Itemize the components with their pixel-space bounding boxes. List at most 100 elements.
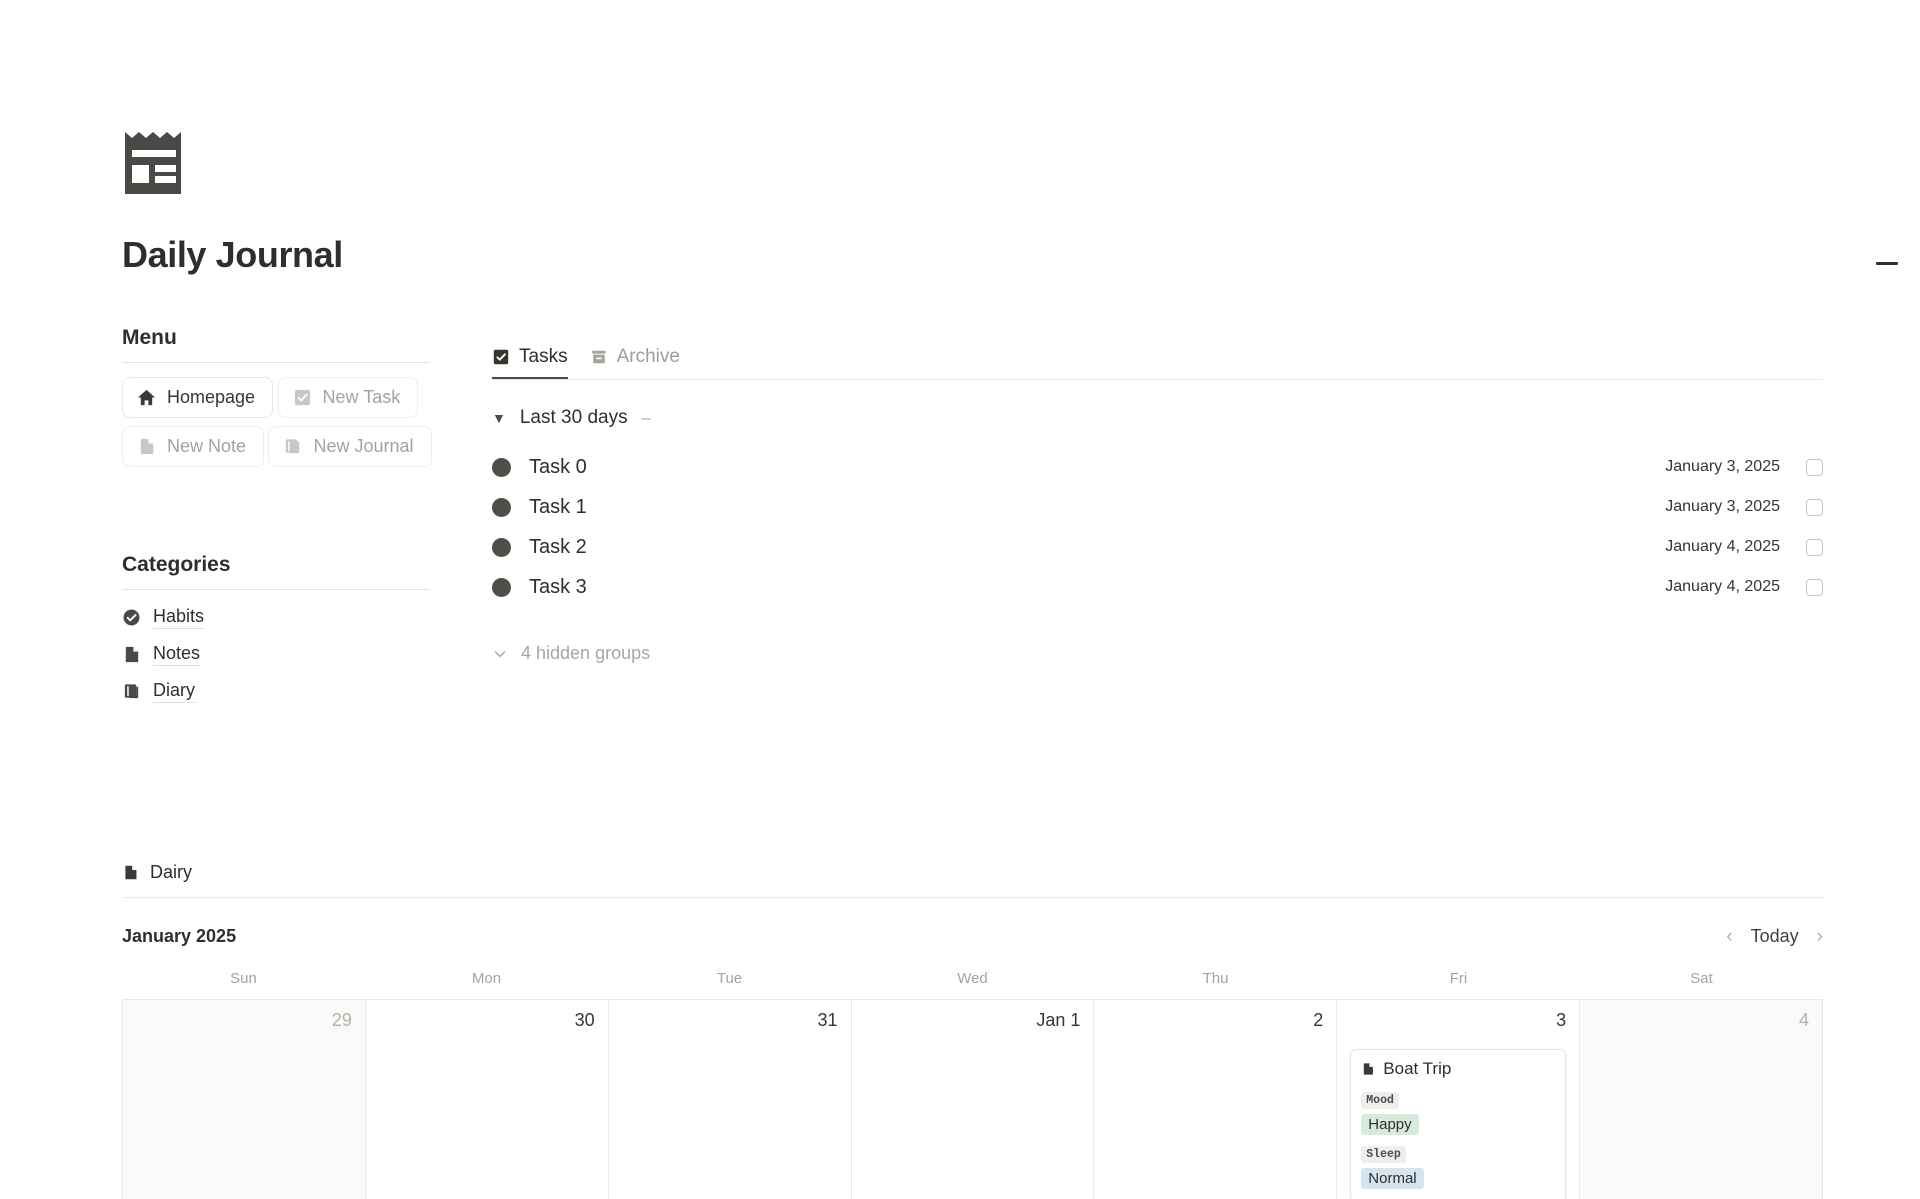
tasks-panel: Tasks Archive ▼ Last 30 days – Task 0 (492, 338, 1823, 664)
menu-item-new-task[interactable]: New Task (277, 377, 419, 418)
calendar-day-number: 3 (1556, 1010, 1567, 1030)
task-checkbox[interactable] (1806, 498, 1823, 516)
document-icon (1364, 1063, 1374, 1075)
task-checkbox[interactable] (1806, 578, 1823, 596)
menu-item-homepage[interactable]: Homepage (122, 377, 274, 418)
task-title: Task 2 (529, 535, 587, 558)
diary-section: Dairy January 2025 ‹ Today › Sun Mon Tue… (122, 862, 1823, 1199)
task-date: January 3, 2025 (1665, 498, 1780, 515)
calendar-day-number: 4 (1798, 1010, 1809, 1030)
category-item-habits[interactable]: Habits (122, 606, 432, 629)
category-item-notes[interactable]: Notes (122, 643, 432, 666)
calendar-cell[interactable]: 29 (123, 1000, 366, 1199)
table-row[interactable]: Task 2 January 4, 2025 (492, 527, 1823, 567)
minimize-bar (1876, 261, 1898, 265)
tab-archive[interactable]: Archive (590, 346, 680, 379)
menu-item-label: New Task (322, 387, 401, 407)
category-label: Notes (153, 643, 201, 666)
caret-down-icon[interactable]: ▼ (492, 410, 506, 426)
weekday-wed: Wed (957, 970, 988, 987)
menu-item-label: New Note (167, 436, 247, 456)
task-title: Task 3 (529, 575, 587, 598)
document-icon (125, 865, 137, 880)
tab-label: Archive (616, 346, 680, 367)
tab-tasks[interactable]: Tasks (492, 346, 568, 379)
category-item-diary[interactable]: Diary (122, 680, 432, 703)
task-list: Task 0 January 3, 2025 Task 1 January 3,… (492, 447, 1823, 607)
archive-icon (591, 350, 606, 364)
weekday-tue: Tue (716, 970, 743, 987)
task-status-dot (492, 497, 511, 517)
notebook-icon (286, 439, 300, 454)
chevron-down-icon (494, 650, 506, 657)
hidden-groups-toggle[interactable]: 4 hidden groups (492, 643, 1823, 664)
calendar-event-card[interactable]: Boat Trip Mood Happy Sleep Normal (1350, 1049, 1567, 1199)
home-icon (137, 389, 156, 406)
calendar-toolbar: January 2025 ‹ Today › (122, 920, 1823, 952)
task-date: January 3, 2025 (1665, 458, 1780, 475)
table-row[interactable]: Task 1 January 3, 2025 (492, 487, 1823, 527)
calendar-day-number: 30 (574, 1010, 595, 1030)
menu-item-new-journal[interactable]: New Journal (268, 426, 432, 467)
calendar-cell[interactable]: 30 (365, 1000, 609, 1199)
diary-heading: Dairy (122, 862, 1823, 898)
calendar-cell[interactable]: 4 (1580, 1000, 1823, 1199)
table-row[interactable]: Task 0 January 3, 2025 (492, 447, 1823, 487)
table-row[interactable]: Task 3 January 4, 2025 (492, 567, 1823, 607)
menu-heading: Menu (122, 326, 430, 363)
notebook-icon (124, 684, 139, 699)
today-button[interactable]: Today (1750, 925, 1799, 946)
checkbox-icon (294, 389, 310, 406)
calendar-cell[interactable]: 2 (1094, 1000, 1338, 1199)
tab-label: Tasks (519, 346, 568, 367)
calendar-day-number: 29 (331, 1010, 352, 1030)
menu-item-new-note[interactable]: New Note (122, 426, 265, 467)
category-label: Habits (153, 606, 205, 629)
task-title: Task 0 (529, 455, 587, 478)
task-title: Task 1 (529, 495, 587, 518)
document-icon (125, 646, 139, 663)
prev-month-icon[interactable]: ‹ (1726, 925, 1733, 947)
calendar-month-label: January 2025 (122, 925, 237, 946)
task-status-dot (492, 457, 511, 477)
task-date: January 4, 2025 (1665, 538, 1780, 555)
minimize-icon[interactable] (1872, 252, 1902, 274)
weekday-mon: Mon (471, 970, 502, 987)
categories-list: Habits Notes Diary (122, 606, 432, 703)
property-key: Mood (1361, 1092, 1399, 1109)
categories-heading: Categories (122, 553, 430, 590)
sidebar: Daily Journal Menu Homepage New Task (122, 130, 432, 717)
event-property-mood: Mood Happy (1361, 1090, 1555, 1144)
calendar-nav: ‹ Today › (1726, 926, 1823, 947)
page-title: Daily Journal (122, 234, 343, 275)
property-value: Normal (1361, 1168, 1424, 1189)
calendar-cell[interactable]: Jan 1 (851, 1000, 1095, 1199)
weekday-sat: Sat (1690, 970, 1713, 987)
event-property-sleep: Sleep Normal (1361, 1144, 1555, 1189)
calendar-day-number: Jan 1 (1036, 1010, 1081, 1030)
task-status-dot (492, 577, 511, 597)
calendar-cell[interactable]: 3 Boat Trip Mood Happy Sleep (1337, 1000, 1581, 1199)
tab-bar: Tasks Archive (492, 338, 1823, 380)
calendar-grid: 29 30 31 Jan 1 2 3 (122, 999, 1823, 1199)
hidden-groups-label: 4 hidden groups (521, 643, 651, 663)
task-checkbox[interactable] (1806, 458, 1823, 476)
property-value: Happy (1361, 1114, 1419, 1135)
calendar-cell[interactable]: 31 (608, 1000, 852, 1199)
event-title-row: Boat Trip (1361, 1059, 1555, 1079)
check-circle-icon (123, 609, 140, 626)
task-checkbox[interactable] (1806, 538, 1823, 556)
task-group-header[interactable]: ▼ Last 30 days – (492, 407, 1823, 429)
menu-item-label: New Journal (313, 436, 414, 456)
category-label: Diary (153, 680, 196, 703)
diary-heading-label: Dairy (150, 862, 193, 882)
property-key: Sleep (1361, 1146, 1406, 1163)
calendar-weekday-header: Sun Mon Tue Wed Thu Fri Sat (122, 970, 1823, 999)
journal-icon (125, 132, 181, 194)
document-icon (140, 438, 154, 455)
task-date: January 4, 2025 (1665, 578, 1780, 595)
task-group-count: – (641, 408, 652, 427)
calendar-day-number: 2 (1313, 1010, 1324, 1030)
next-month-icon[interactable]: › (1816, 925, 1823, 947)
